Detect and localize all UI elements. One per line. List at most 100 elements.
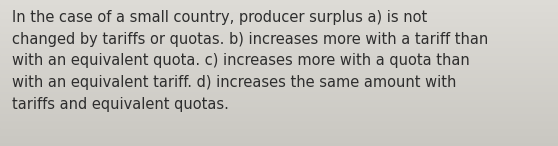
Bar bbox=[0, 89, 558, 90]
Bar bbox=[0, 9, 558, 10]
Bar bbox=[0, 35, 558, 36]
Bar bbox=[0, 99, 558, 100]
Bar bbox=[0, 98, 558, 99]
Bar bbox=[0, 74, 558, 75]
Text: In the case of a small country, producer surplus a) is not
changed by tariffs or: In the case of a small country, producer… bbox=[12, 10, 488, 112]
Bar bbox=[0, 128, 558, 129]
Bar bbox=[0, 36, 558, 37]
Bar bbox=[0, 66, 558, 67]
Bar bbox=[0, 104, 558, 105]
Bar bbox=[0, 55, 558, 56]
Bar bbox=[0, 132, 558, 133]
Bar bbox=[0, 39, 558, 40]
Bar bbox=[0, 73, 558, 74]
Bar bbox=[0, 37, 558, 38]
Bar bbox=[0, 31, 558, 32]
Bar bbox=[0, 61, 558, 62]
Bar bbox=[0, 67, 558, 68]
Bar bbox=[0, 13, 558, 14]
Bar bbox=[0, 119, 558, 120]
Bar bbox=[0, 76, 558, 77]
Bar bbox=[0, 145, 558, 146]
Bar bbox=[0, 64, 558, 65]
Bar bbox=[0, 52, 558, 53]
Bar bbox=[0, 8, 558, 9]
Bar bbox=[0, 83, 558, 84]
Bar bbox=[0, 100, 558, 101]
Bar bbox=[0, 12, 558, 13]
Bar bbox=[0, 122, 558, 123]
Bar bbox=[0, 28, 558, 29]
Bar bbox=[0, 5, 558, 6]
Bar bbox=[0, 29, 558, 30]
Bar bbox=[0, 42, 558, 43]
Bar bbox=[0, 106, 558, 107]
Bar bbox=[0, 131, 558, 132]
Bar bbox=[0, 43, 558, 44]
Bar bbox=[0, 2, 558, 3]
Bar bbox=[0, 58, 558, 59]
Bar bbox=[0, 77, 558, 78]
Bar bbox=[0, 21, 558, 22]
Bar bbox=[0, 41, 558, 42]
Bar bbox=[0, 102, 558, 103]
Bar bbox=[0, 121, 558, 122]
Bar bbox=[0, 30, 558, 31]
Bar bbox=[0, 10, 558, 11]
Bar bbox=[0, 11, 558, 12]
Bar bbox=[0, 113, 558, 114]
Bar bbox=[0, 59, 558, 60]
Bar bbox=[0, 23, 558, 24]
Bar bbox=[0, 101, 558, 102]
Bar bbox=[0, 137, 558, 138]
Bar bbox=[0, 85, 558, 86]
Bar bbox=[0, 144, 558, 145]
Bar bbox=[0, 15, 558, 16]
Bar bbox=[0, 130, 558, 131]
Bar bbox=[0, 1, 558, 2]
Bar bbox=[0, 50, 558, 51]
Bar bbox=[0, 68, 558, 69]
Bar bbox=[0, 57, 558, 58]
Bar bbox=[0, 49, 558, 50]
Bar bbox=[0, 38, 558, 39]
Bar bbox=[0, 27, 558, 28]
Bar bbox=[0, 135, 558, 136]
Bar bbox=[0, 126, 558, 127]
Bar bbox=[0, 120, 558, 121]
Bar bbox=[0, 6, 558, 7]
Bar bbox=[0, 141, 558, 142]
Bar bbox=[0, 82, 558, 83]
Bar bbox=[0, 112, 558, 113]
Bar bbox=[0, 25, 558, 26]
Bar bbox=[0, 95, 558, 96]
Bar bbox=[0, 96, 558, 97]
Bar bbox=[0, 110, 558, 111]
Bar bbox=[0, 111, 558, 112]
Bar bbox=[0, 108, 558, 109]
Bar bbox=[0, 44, 558, 45]
Bar bbox=[0, 22, 558, 23]
Bar bbox=[0, 65, 558, 66]
Bar bbox=[0, 94, 558, 95]
Bar bbox=[0, 88, 558, 89]
Bar bbox=[0, 19, 558, 20]
Bar bbox=[0, 139, 558, 140]
Bar bbox=[0, 91, 558, 92]
Bar bbox=[0, 80, 558, 81]
Bar bbox=[0, 143, 558, 144]
Bar bbox=[0, 124, 558, 125]
Bar bbox=[0, 134, 558, 135]
Bar bbox=[0, 138, 558, 139]
Bar bbox=[0, 16, 558, 17]
Bar bbox=[0, 70, 558, 71]
Bar bbox=[0, 79, 558, 80]
Bar bbox=[0, 81, 558, 82]
Bar bbox=[0, 86, 558, 87]
Bar bbox=[0, 129, 558, 130]
Bar bbox=[0, 3, 558, 4]
Bar bbox=[0, 93, 558, 94]
Bar bbox=[0, 32, 558, 33]
Bar bbox=[0, 127, 558, 128]
Bar bbox=[0, 24, 558, 25]
